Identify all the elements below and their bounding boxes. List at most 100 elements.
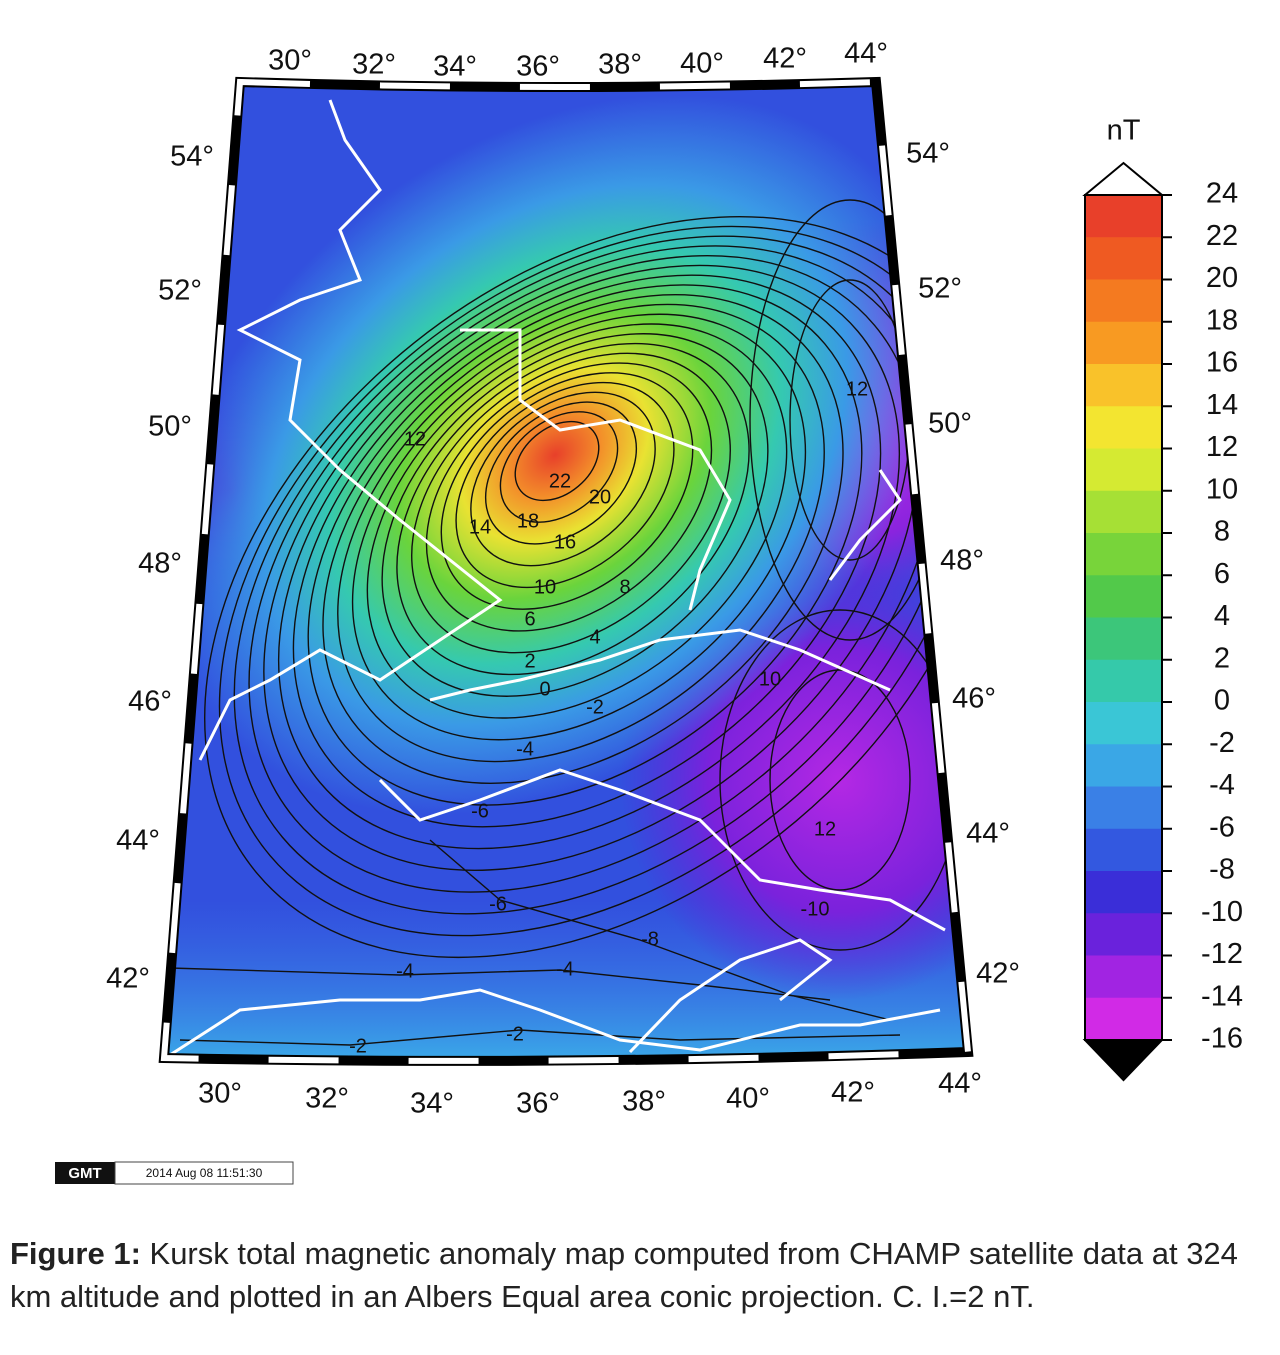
colorbar-cell [1085,955,1162,999]
caption-label: Figure 1: [10,1236,141,1271]
contour-label: 10 [759,668,781,690]
colorbar-cell [1085,786,1162,830]
colorbar-tick-label: -14 [1201,980,1243,1012]
colorbar-cell [1085,364,1162,407]
contour-label: -6 [489,893,507,915]
colorbar-cell [1085,448,1162,492]
left-label: 52° [158,275,202,307]
colorbar-tick-label: 10 [1206,473,1238,505]
contour-label: -6 [471,800,489,822]
contour-label: -4 [556,958,574,980]
colorbar: nT242220181614121086420-2-4-6-8-10-12-14… [1082,115,1243,1082]
colorbar-tick-label: -2 [1209,727,1235,759]
top-label: 34° [433,51,477,83]
coastlines [169,99,946,1057]
left-label: 44° [116,825,160,857]
colorbar-cell [1085,997,1162,1041]
contour-label: 10 [534,576,556,598]
colorbar-tick-label: 22 [1206,220,1238,252]
colorbar-tick-label: 2 [1214,642,1230,674]
colorbar-tick-label: 12 [1206,431,1238,463]
colorbar-cell [1085,195,1162,238]
left-label: 46° [128,686,172,718]
right-label: 44° [966,818,1010,850]
stamp-text: 2014 Aug 08 11:51:30 [146,1166,263,1180]
contour-label: -4 [516,738,534,760]
contour-label: -8 [641,928,659,950]
contour-line [277,264,901,850]
colorbar-cell [1085,321,1162,365]
colorbar-cell [1085,575,1162,618]
contour-label: 22 [549,470,571,492]
contour-label: 20 [589,486,611,508]
bottom-label: 36° [516,1088,560,1120]
top-label: 36° [516,51,560,83]
contour-label: 16 [554,531,576,553]
caption: Figure 1: Kursk total magnetic anomaly m… [10,1232,1275,1318]
colorbar-cell [1085,490,1162,534]
left-label: 54° [170,141,214,173]
top-label: 40° [680,48,724,80]
colorbar-tick-label: -16 [1201,1023,1243,1055]
stamp-logo: GMT [68,1165,101,1182]
right-label: 50° [928,408,972,440]
right-label: 48° [940,545,984,577]
contour-label: -2 [586,696,604,718]
contour-line [455,381,675,589]
contour-line [484,401,638,545]
colorbar-tick-label: -12 [1201,938,1243,970]
colorbar-tick-label: -8 [1209,854,1235,886]
contour-line [322,294,844,784]
colorbar-cell [1085,913,1162,956]
colorbar-cell [1085,702,1162,745]
contour-line [337,303,825,763]
bottom-label: 38° [622,1086,666,1118]
colorbar-top-triangle [1082,161,1165,196]
bottom-label: 34° [410,1088,454,1120]
axis-labels: 30° 32° 34° 36° 38° 40° 42° 44° 30° 32° 34° 36° 38° 4… [106,38,1020,1120]
contour-line [429,839,891,1021]
contour-line [514,420,600,502]
bottom-label: 44° [938,1068,982,1100]
stamp-box [114,1161,294,1185]
contour-line [179,1029,901,1046]
colorbar-cell [1085,871,1162,914]
contour-line [169,967,831,1001]
colorbar-tick-label: 0 [1214,685,1230,717]
contour-label: -2 [506,1023,524,1045]
left-label: 50° [148,411,192,443]
contour-line [411,352,731,654]
contour-line [425,362,713,632]
colorbar-cell [1085,237,1162,280]
colorbar-tick-label: -10 [1201,896,1243,928]
contour-label: -4 [396,960,414,982]
colorbar-tick-label: -4 [1209,769,1235,801]
colorbar-cell [1085,659,1162,703]
top-label: 38° [598,49,642,81]
contour-line [263,255,919,871]
contour-line [351,313,807,741]
right-label: 46° [952,683,996,715]
contour-line [381,333,769,697]
left-label: 42° [106,963,150,995]
contour-label: 12 [404,428,426,450]
colorbar-unit: nT [1107,115,1141,147]
colorbar-tick-label: 24 [1206,178,1238,210]
colorbar-cell [1085,533,1162,576]
contour-line [307,284,863,806]
top-label: 32° [352,49,396,81]
contour-line [440,372,694,610]
contour-line [366,323,788,719]
right-label: 42° [976,958,1020,990]
colorbar-tick-label: 20 [1206,262,1238,294]
bottom-label: 32° [305,1083,349,1115]
caption-text: Kursk total magnetic anomaly map compute… [10,1236,1238,1314]
contour-label: -10 [801,898,830,920]
contour-label: 12 [846,378,868,400]
colorbar-bottom-triangle [1082,1039,1165,1082]
colorbar-tick-label: 4 [1214,600,1230,632]
bottom-label: 30° [198,1078,242,1110]
contour-label: 18 [517,510,539,532]
